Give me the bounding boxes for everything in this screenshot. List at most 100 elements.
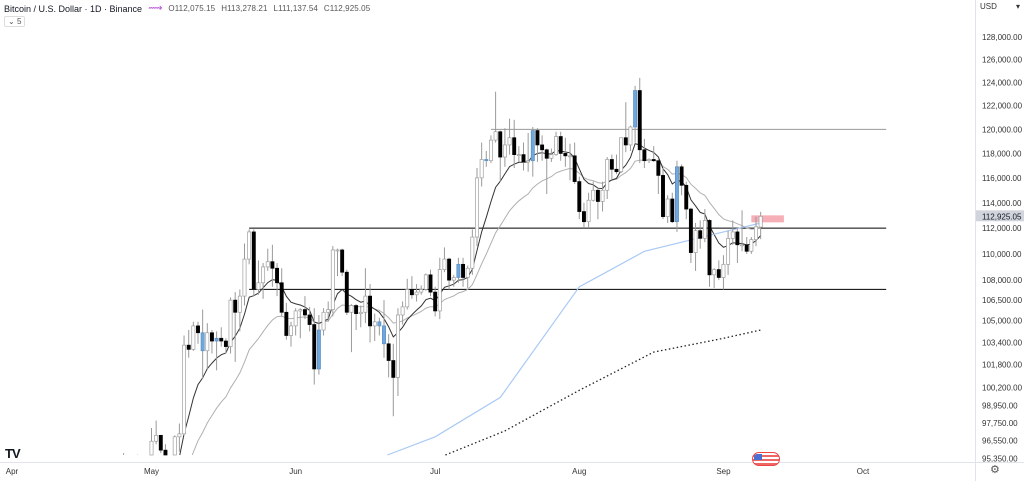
candle xyxy=(688,207,693,264)
candle xyxy=(447,257,452,290)
candle-body xyxy=(251,231,256,290)
candle-body xyxy=(568,155,572,158)
candle-body xyxy=(526,160,531,163)
candle-body xyxy=(544,149,549,159)
price-tick-label: 112,000.00 xyxy=(982,224,1022,233)
candle xyxy=(196,321,200,344)
candles xyxy=(123,77,763,456)
candle xyxy=(656,158,661,194)
gear-icon[interactable]: ⚙ xyxy=(990,464,1000,476)
candle xyxy=(149,427,154,456)
candle xyxy=(386,334,391,378)
candle-body xyxy=(628,126,633,146)
candle xyxy=(191,321,196,351)
candle-body xyxy=(716,269,721,278)
candle xyxy=(749,237,754,254)
time-tick-label: Sep xyxy=(716,467,731,476)
candle-body xyxy=(409,289,414,296)
candle-body xyxy=(256,282,261,290)
time-axis[interactable]: Apr May Jun Jul Aug Sep Oct xyxy=(0,462,1024,477)
candle xyxy=(349,304,354,353)
candle-body xyxy=(479,159,484,179)
time-tick-label: Jul xyxy=(430,467,440,476)
candle xyxy=(721,255,726,290)
candle-body xyxy=(298,309,303,312)
price-tick-label: 103,400.00 xyxy=(982,338,1023,347)
price-zone xyxy=(751,215,784,223)
candle xyxy=(744,237,749,254)
candle-body xyxy=(335,249,340,252)
candle-body xyxy=(312,324,317,370)
candle-body xyxy=(386,343,391,361)
ohlc-close: C112,925.05 xyxy=(323,4,371,13)
tradingview-logo[interactable]: TV xyxy=(5,446,21,461)
candle xyxy=(428,269,433,297)
candle xyxy=(219,327,224,347)
time-tick-label: Aug xyxy=(572,467,586,476)
symbol-title[interactable]: Bitcoin / U.S. Dollar · 1D · Binance xyxy=(4,3,143,14)
candle xyxy=(210,330,214,354)
economic-event-flag-icon[interactable] xyxy=(752,452,780,466)
price-tick-label: 96,550.00 xyxy=(982,436,1018,445)
candle-body xyxy=(261,266,266,284)
candle-body xyxy=(363,295,368,313)
candle-body xyxy=(447,258,452,281)
share-icon[interactable]: ⟿ xyxy=(148,3,163,14)
candle-body xyxy=(609,159,614,170)
candle xyxy=(289,321,293,347)
candle-body xyxy=(693,230,698,253)
last-price-label: 112,925.05 xyxy=(982,212,1022,221)
candle-body xyxy=(614,168,619,173)
dotted-moving-average-line xyxy=(445,329,761,456)
candle xyxy=(554,131,559,156)
candle-body xyxy=(372,321,377,327)
candle-body xyxy=(554,136,559,155)
last-price-badge xyxy=(976,210,1024,222)
indicator-count: 5 xyxy=(16,17,22,26)
candle xyxy=(614,154,619,175)
candle-body xyxy=(633,90,638,128)
candle-body xyxy=(512,137,517,155)
candle xyxy=(549,148,554,162)
price-axis[interactable]: 128,000.00 126,000.00 124,000.00 122,000.00… xyxy=(975,0,1024,481)
candle-body xyxy=(205,332,210,352)
candle xyxy=(340,248,345,277)
candle-body xyxy=(679,166,684,186)
candle-body xyxy=(475,177,479,238)
candle-body xyxy=(321,311,326,331)
candle-body xyxy=(293,310,298,327)
candle xyxy=(465,265,470,289)
ohlc-high: H113,278.21 xyxy=(221,4,268,13)
candle xyxy=(577,176,582,220)
slow-moving-average-line xyxy=(191,159,761,456)
candle xyxy=(391,343,396,417)
candle-body xyxy=(419,289,424,293)
currency-selector[interactable]: USD ▾ xyxy=(980,2,1020,11)
candle xyxy=(265,248,270,271)
indicators-collapse-button[interactable]: ⌄ 5 xyxy=(4,16,26,27)
candle xyxy=(637,77,642,164)
time-tick-label: Oct xyxy=(857,467,870,476)
candle-body xyxy=(344,271,349,313)
candle xyxy=(568,143,572,181)
candle-body xyxy=(461,263,466,278)
candle xyxy=(693,222,698,271)
candle-body xyxy=(465,267,470,278)
candle xyxy=(670,192,675,223)
candle-body xyxy=(433,291,438,312)
candle xyxy=(716,260,721,281)
candle xyxy=(698,220,703,249)
candle-body xyxy=(223,340,228,347)
candle-body xyxy=(665,198,670,217)
candle xyxy=(182,335,186,436)
candle-body xyxy=(507,137,512,146)
blue-moving-average-line xyxy=(387,222,761,456)
candle-body xyxy=(428,274,433,293)
candle-body xyxy=(200,332,205,352)
candle xyxy=(484,150,489,167)
candle-body xyxy=(340,249,345,273)
candle xyxy=(544,148,549,194)
candle-body xyxy=(270,261,275,269)
candle xyxy=(214,331,219,371)
